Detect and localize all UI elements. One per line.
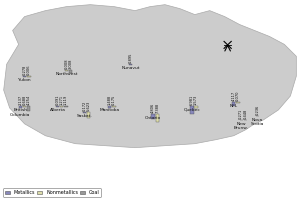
Text: Northwest: Northwest [55,72,78,76]
Text: 0.175: 0.175 [112,95,116,105]
Bar [60,106,63,107]
Text: Quebec: Quebec [184,108,200,112]
Bar [156,114,159,122]
Text: 0.895: 0.895 [129,53,133,63]
Text: 0.236: 0.236 [256,105,260,115]
Text: Nova
Scotia: Nova Scotia [251,118,264,126]
Bar [65,70,68,71]
Text: Alberta: Alberta [50,108,65,112]
Text: 0.091: 0.091 [56,94,60,105]
Text: Manitoba: Manitoba [100,108,120,112]
Text: 0.448: 0.448 [243,109,247,119]
Text: 1.271: 1.271 [60,95,64,105]
Text: Ontario: Ontario [145,116,161,120]
Bar [129,64,132,65]
Polygon shape [4,5,296,148]
Bar [56,106,59,107]
Bar [64,106,68,107]
Text: 3.008: 3.008 [69,59,73,69]
Text: 1.119: 1.119 [64,95,68,105]
Text: British
Columbia: British Columbia [10,108,30,117]
Bar [190,106,194,114]
Text: 7.388: 7.388 [155,103,159,113]
Bar [194,106,198,108]
Text: 1.488: 1.488 [108,95,112,105]
Bar [112,106,116,107]
Text: 0.006: 0.006 [27,65,31,75]
Text: 4.117: 4.117 [232,91,236,101]
Bar [152,114,155,119]
Text: 0.278: 0.278 [23,65,27,75]
Text: 2.137: 2.137 [18,95,22,105]
Text: 4.254: 4.254 [27,95,31,105]
Text: Yukon: Yukon [18,78,31,82]
Text: New
Brunw.: New Brunw. [234,122,249,130]
Bar [27,106,30,111]
Text: 5.623: 5.623 [87,101,91,111]
Bar [83,112,86,113]
Text: 0.008: 0.008 [64,59,68,69]
Bar [27,76,31,77]
Text: 1.573: 1.573 [194,95,198,105]
Text: 6.981: 6.981 [190,95,194,105]
Text: 0.271: 0.271 [239,109,243,119]
Text: 0.172: 0.172 [82,101,86,111]
Text: 4.806: 4.806 [151,103,155,113]
Bar [87,112,90,118]
Bar [108,106,112,108]
Bar [69,70,72,73]
Bar [232,102,236,106]
Bar [23,76,26,77]
Text: Nunavut: Nunavut [122,66,140,70]
Bar [23,106,26,107]
Legend: Metallics, Nonmetallics, Coal: Metallics, Nonmetallics, Coal [3,188,101,197]
Text: Saskat.: Saskat. [76,114,92,118]
Bar [236,102,240,103]
Text: 0.070: 0.070 [236,90,240,101]
Text: NFL: NFL [230,104,238,108]
Text: 0.688: 0.688 [22,95,26,105]
Bar [19,106,22,108]
